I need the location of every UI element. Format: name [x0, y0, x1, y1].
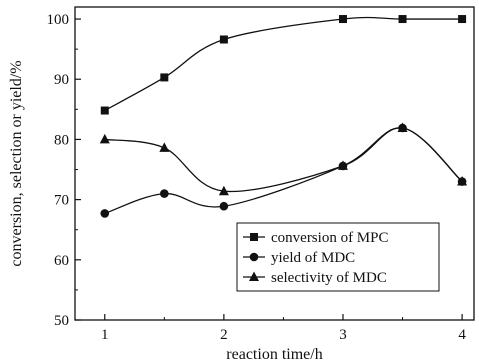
x-tick-label: 4: [458, 327, 466, 343]
legend-marker: [249, 252, 259, 262]
fit-curves: [104, 16, 463, 215]
series-3-point: [218, 185, 229, 196]
series-3-point: [457, 176, 468, 186]
series-curve-2: [104, 127, 463, 215]
y-tick-label: 50: [54, 313, 69, 329]
series-curve-1: [104, 16, 463, 112]
x-tick-label: 3: [339, 327, 347, 343]
series-2-point: [160, 189, 169, 198]
y-tick-label: 60: [54, 253, 69, 269]
series-2-point: [100, 209, 110, 218]
legend-box: [236, 222, 440, 292]
series-1-point: [160, 73, 169, 82]
legend-label: yield of MDC: [271, 250, 355, 266]
series-curve-3: [104, 127, 463, 193]
legend-marker: [249, 271, 259, 281]
axis-ticks: 1 2 3 4 50 60 70 80 90 100: [47, 12, 467, 343]
y-tick-label: 70: [54, 193, 69, 209]
legend-label: selectivity of MDC: [271, 270, 387, 286]
y-tick-label: 100: [47, 12, 70, 28]
y-axis-title: conversion, selection or yield/%: [8, 60, 25, 266]
plot-frame: [74, 6, 475, 321]
series-3-point: [159, 142, 170, 152]
legend-marker: [250, 233, 258, 241]
y-tick-label: 80: [54, 132, 69, 148]
legend: conversion of MPC yield of MDC selectivity…: [236, 222, 440, 292]
x-tick-label: 1: [101, 327, 109, 343]
data-markers: [99, 15, 468, 218]
series-2-point: [219, 201, 229, 211]
series-1-point: [458, 15, 467, 24]
y-tick-label: 90: [54, 72, 69, 88]
x-tick-label: 2: [220, 327, 228, 343]
series-1-point: [338, 15, 347, 24]
series-3-point: [397, 122, 408, 132]
series-1-point: [100, 106, 109, 115]
series-3-point: [337, 160, 348, 170]
legend-entries: conversion of MPC yield of MDC selectivity…: [243, 230, 389, 286]
series-3-point: [99, 133, 110, 144]
x-axis-title: reaction time/h: [226, 346, 322, 363]
series-1-point: [398, 15, 407, 24]
series-1-point: [219, 35, 228, 44]
legend-label: conversion of MPC: [271, 230, 389, 246]
